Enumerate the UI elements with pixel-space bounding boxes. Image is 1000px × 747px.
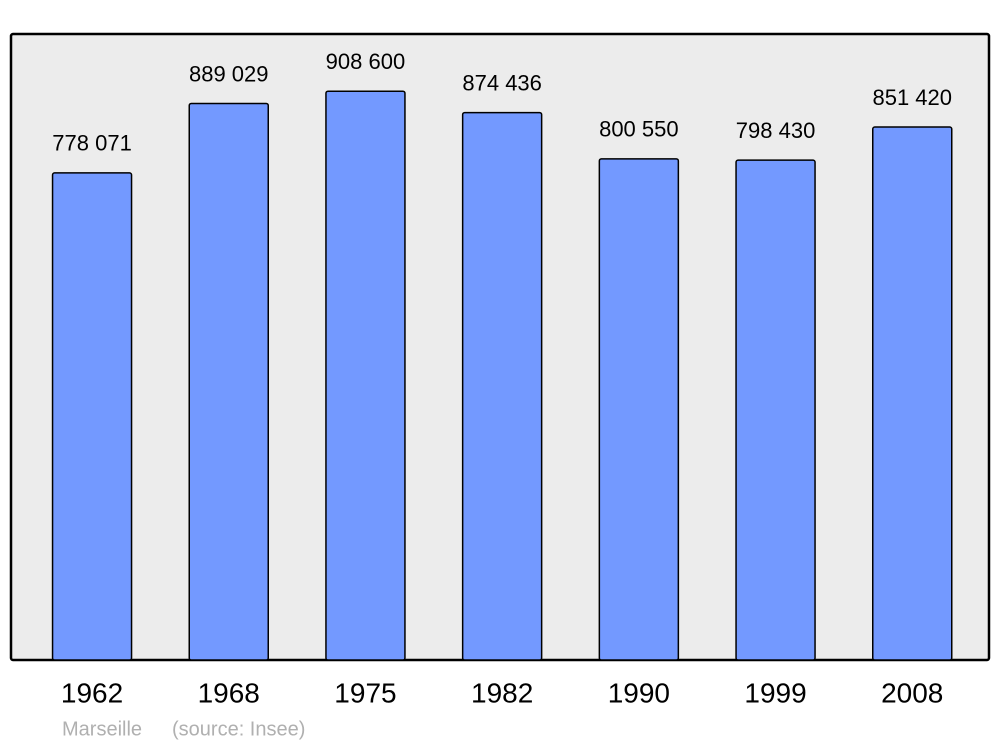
x-tick-label: 2008 xyxy=(881,677,943,708)
value-label: 800 550 xyxy=(599,117,679,142)
x-tick-label: 1962 xyxy=(61,677,123,708)
value-label: 798 430 xyxy=(736,118,816,143)
x-tick-label: 1982 xyxy=(471,677,533,708)
x-tick-label: 1999 xyxy=(744,677,806,708)
value-label: 851 420 xyxy=(872,85,952,110)
bar xyxy=(325,90,406,661)
x-tick-label: 1990 xyxy=(608,677,670,708)
bar xyxy=(461,111,543,661)
bar xyxy=(872,126,953,661)
value-label: 874 436 xyxy=(462,70,542,95)
bar xyxy=(598,158,680,661)
source: (source: Insee) xyxy=(172,718,305,740)
x-tick-label: 1968 xyxy=(198,677,260,708)
value-label: 908 600 xyxy=(326,49,406,74)
value-label: 889 029 xyxy=(189,61,269,86)
value-label: 778 071 xyxy=(52,131,132,156)
bar xyxy=(188,102,269,661)
bar xyxy=(735,159,816,661)
bar xyxy=(51,172,133,661)
x-tick-label: 1975 xyxy=(334,677,396,708)
caption: Marseille xyxy=(62,718,142,740)
